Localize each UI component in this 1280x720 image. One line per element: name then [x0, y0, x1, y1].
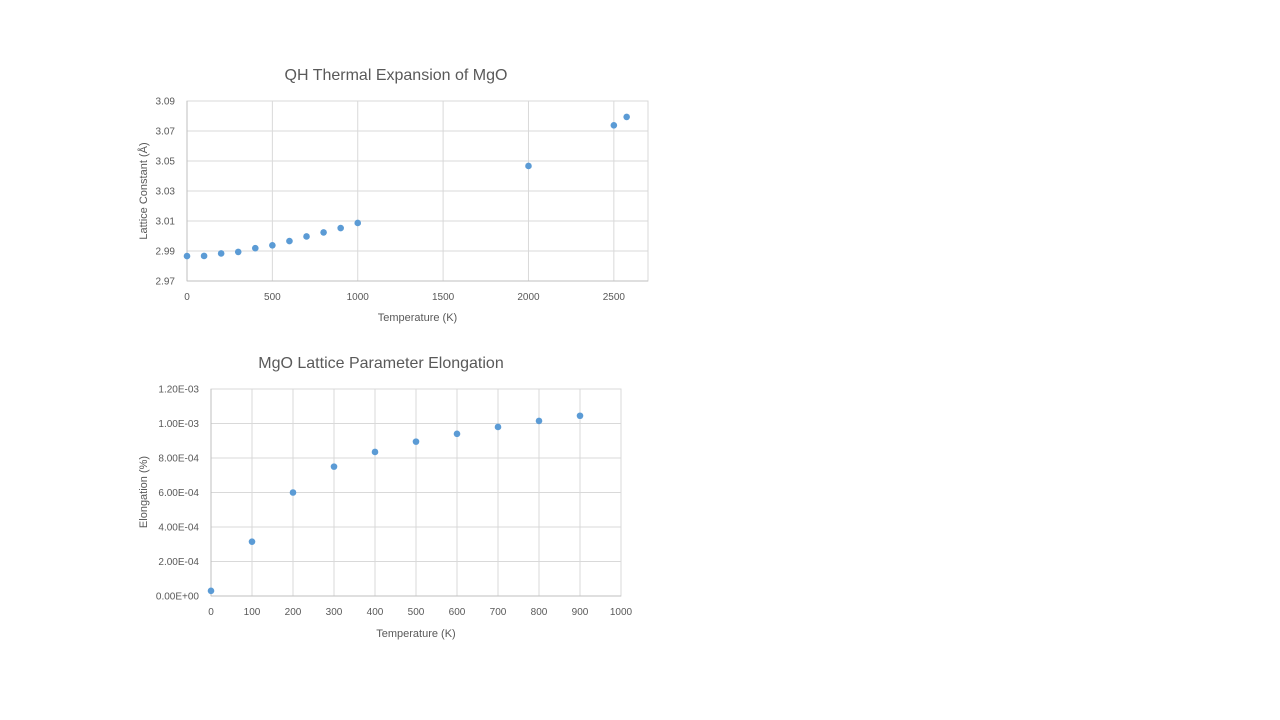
chart-title: MgO Lattice Parameter Elongation — [258, 355, 503, 372]
data-point — [269, 242, 276, 249]
data-point — [200, 252, 208, 260]
y-axis-title: Lattice Constant (Å) — [137, 142, 150, 239]
data-point — [525, 162, 532, 170]
y-tick-label: 3.05 — [156, 157, 176, 168]
y-tick-label: 3.09 — [156, 97, 176, 108]
data-point — [286, 237, 293, 245]
y-axis-title: Elongation (%) — [138, 456, 150, 528]
data-point — [623, 113, 630, 121]
elongation-chart: 0.00E+00 2.00E-04 4.00E-04 6.00E-04 8.00E-04… — [138, 355, 633, 640]
data-point — [494, 423, 502, 431]
x-tick-label: 500 — [264, 292, 281, 303]
data-point — [337, 224, 344, 232]
data-point — [234, 248, 242, 256]
x-tick-label: 0 — [184, 292, 190, 303]
x-axis-title: Temperature (K) — [378, 312, 457, 324]
x-tick-label: 1000 — [347, 292, 370, 303]
x-tick-label: 500 — [408, 607, 425, 618]
x-axis-title: Temperature (K) — [376, 628, 455, 640]
y-tick-label: 3.01 — [156, 217, 176, 228]
data-point — [320, 229, 327, 236]
data-point — [576, 412, 584, 420]
y-tick-label: 3.07 — [156, 127, 176, 138]
data-point — [207, 587, 215, 595]
chart-title: QH Thermal Expansion of MgO — [285, 67, 508, 84]
x-tick-label: 100 — [244, 607, 261, 618]
y-tick-label: 2.00E-04 — [158, 557, 199, 568]
y-tick-label: 2.97 — [156, 277, 176, 288]
x-tick-label: 900 — [572, 607, 589, 618]
data-point — [251, 244, 259, 252]
y-tick-label: 3.03 — [156, 187, 176, 198]
data-point — [610, 122, 618, 129]
x-tick-label: 200 — [285, 607, 302, 618]
y-tick-label: 8.00E-04 — [158, 454, 199, 465]
x-tick-label: 800 — [531, 607, 548, 618]
x-tick-label: 400 — [367, 607, 384, 618]
data-point — [303, 233, 310, 240]
y-tick-label: 1.00E-03 — [158, 419, 199, 430]
data-point — [289, 489, 297, 496]
x-tick-label: 700 — [490, 607, 507, 618]
y-tick-label: 6.00E-04 — [158, 488, 199, 499]
data-point — [535, 417, 543, 425]
data-point — [183, 252, 191, 260]
x-tick-label: 1500 — [432, 292, 455, 303]
x-tick-label: 2500 — [603, 292, 626, 303]
data-point — [354, 219, 362, 227]
data-point — [371, 448, 379, 456]
y-tick-label: 0.00E+00 — [156, 592, 200, 603]
y-tick-label: 2.99 — [156, 247, 176, 258]
data-point — [412, 438, 420, 445]
y-tick-label: 1.20E-03 — [158, 385, 199, 396]
x-tick-label: 0 — [208, 607, 214, 618]
x-tick-label: 300 — [326, 607, 343, 618]
x-tick-label: 600 — [449, 607, 466, 618]
y-tick-label: 4.00E-04 — [158, 523, 199, 534]
data-point — [248, 538, 256, 545]
x-tick-label: 1000 — [610, 607, 633, 618]
data-point — [330, 463, 338, 470]
x-tick-label: 2000 — [517, 292, 540, 303]
data-point — [217, 250, 225, 257]
thermal-expansion-chart: 2.97 2.99 3.01 3.03 3.05 3.07 3.09 0 500 1000 1500… — [137, 67, 649, 324]
data-point — [453, 430, 461, 438]
